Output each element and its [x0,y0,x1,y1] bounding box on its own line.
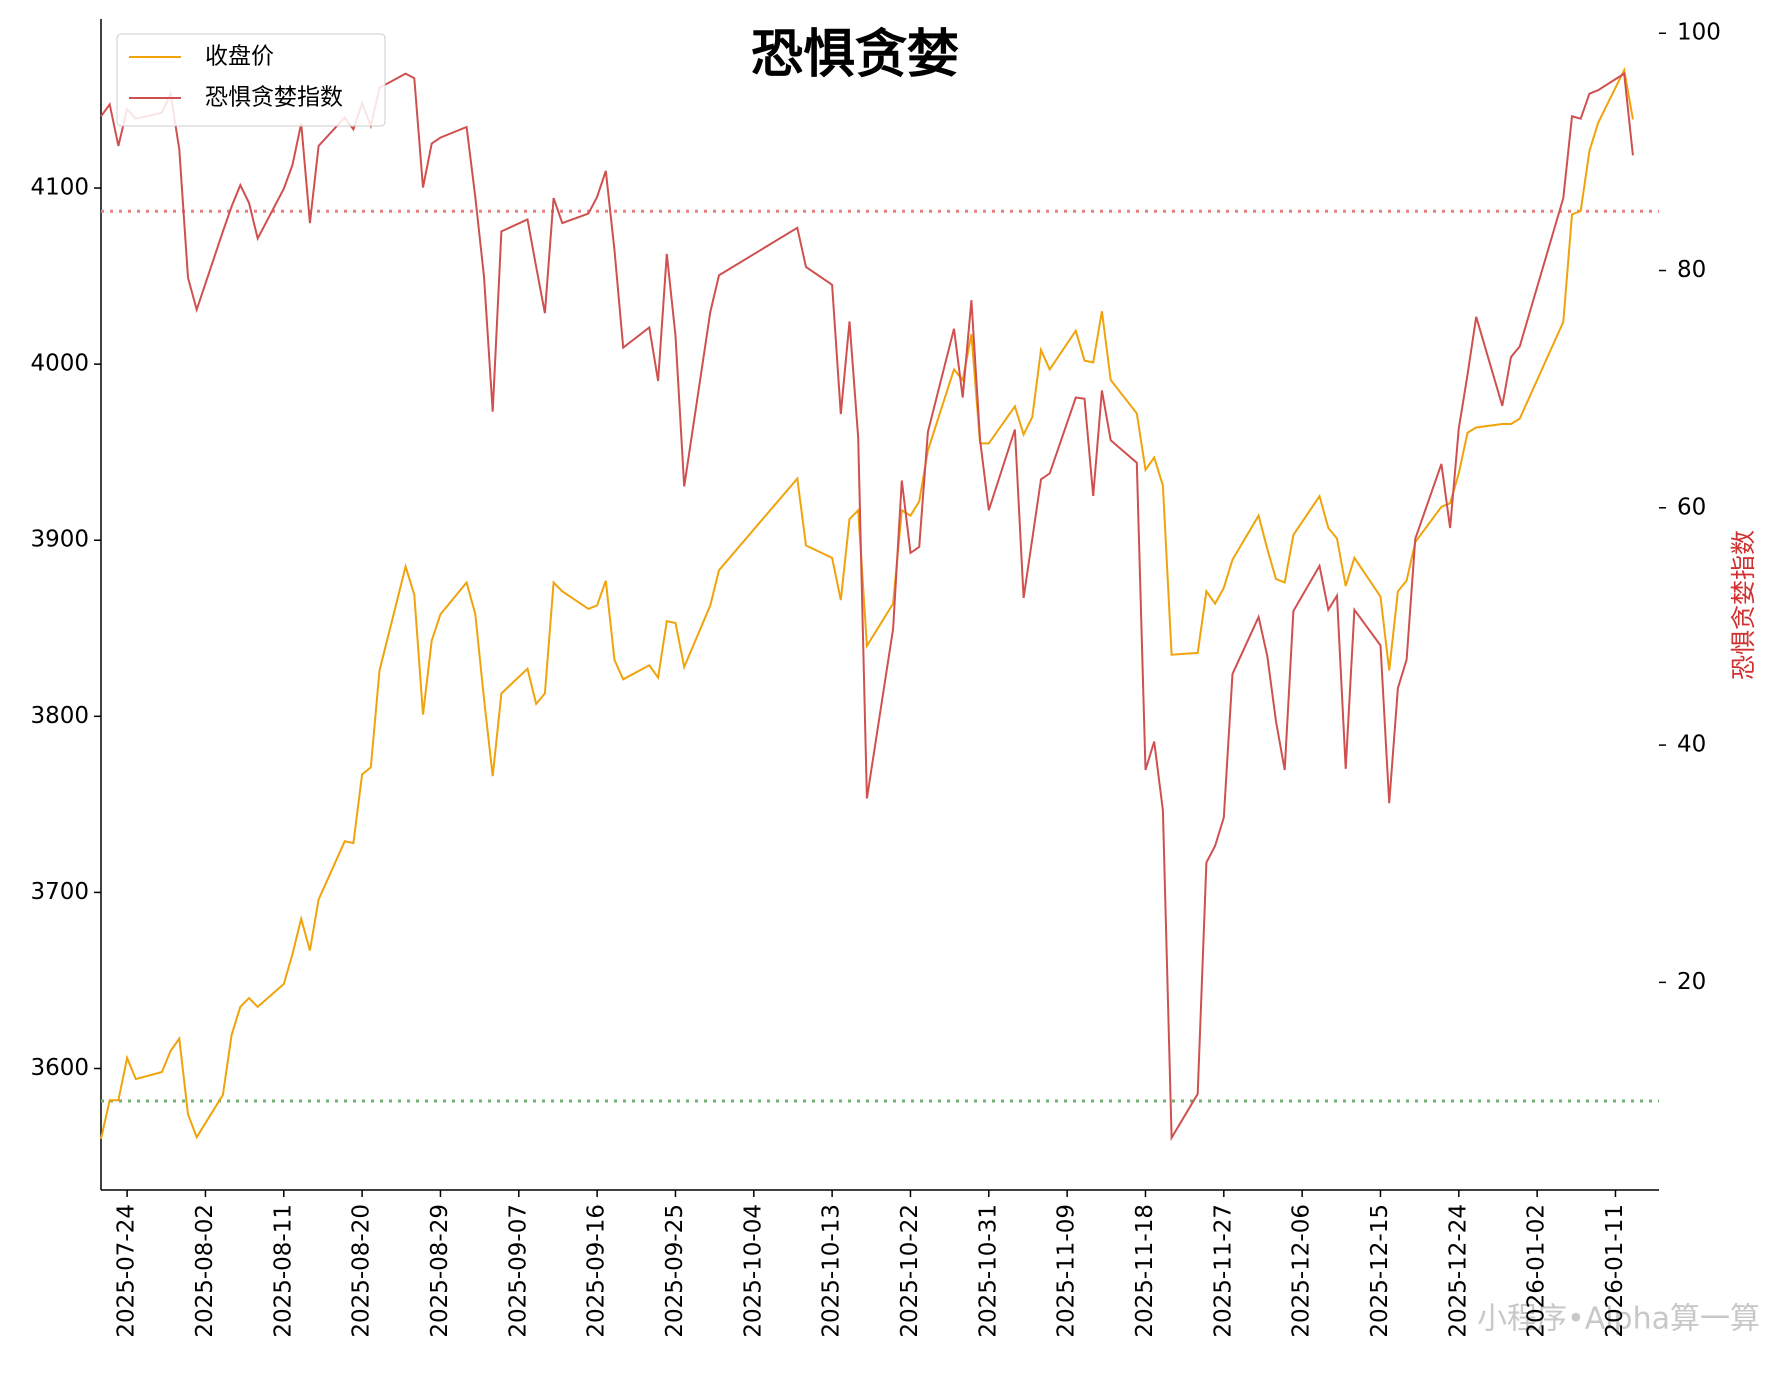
y-tick-label: 3700 [30,879,89,905]
x-tick-label: 2025-09-07 [505,1204,531,1338]
legend-label: 恐惧贪婪指数 [205,85,343,111]
series-line [100,66,1634,1140]
y-tick-label: 4000 [30,351,89,377]
x-tick-label: 2025-10-22 [897,1204,923,1338]
y-tick-label: 4100 [30,175,89,201]
y2-tick-label: 40 [1677,732,1706,758]
x-tick-label: 2025-12-24 [1445,1204,1471,1338]
y2-tick-label: 100 [1677,20,1721,46]
y2-axis-label: 恐惧贪婪指数 [1729,530,1758,680]
x-tick-label: 2025-10-04 [740,1204,766,1338]
y2-tick-label: 60 [1677,494,1706,520]
series-line [100,71,1634,1142]
x-tick-label: 2025-12-15 [1367,1204,1393,1338]
legend-label: 收盘价 [205,44,274,70]
x-tick-label: 2025-08-29 [427,1204,453,1338]
x-tick-label: 2025-09-25 [662,1204,688,1338]
y-tick-label: 3900 [30,527,89,553]
x-tick-label: 2025-12-06 [1289,1204,1315,1338]
y-tick-label: 3800 [30,703,89,729]
y2-tick-label: 20 [1677,969,1706,995]
x-tick-label: 2025-08-11 [270,1204,296,1338]
x-tick-label: 2025-11-18 [1132,1204,1158,1338]
x-tick-label: 2025-09-16 [584,1204,610,1338]
x-tick-label: 2025-10-31 [975,1204,1001,1338]
x-tick-label: 2025-07-24 [114,1204,140,1338]
legend-box [116,33,386,127]
watermark: 小程序•Alpha算一算 [1477,1302,1760,1337]
x-tick-label: 2025-11-27 [1210,1204,1236,1338]
y-tick-label: 3600 [30,1055,89,1081]
y2-tick-label: 80 [1677,257,1706,283]
x-tick-label: 2025-08-02 [192,1204,218,1338]
chart-title: 恐惧贪婪 [751,25,959,85]
x-tick-label: 2026-01-11 [1602,1204,1628,1338]
x-tick-label: 2025-10-13 [819,1204,845,1338]
x-tick-label: 2025-11-09 [1054,1204,1080,1338]
x-tick-label: 2025-08-20 [349,1204,375,1338]
x-tick-label: 2026-01-02 [1524,1204,1550,1338]
